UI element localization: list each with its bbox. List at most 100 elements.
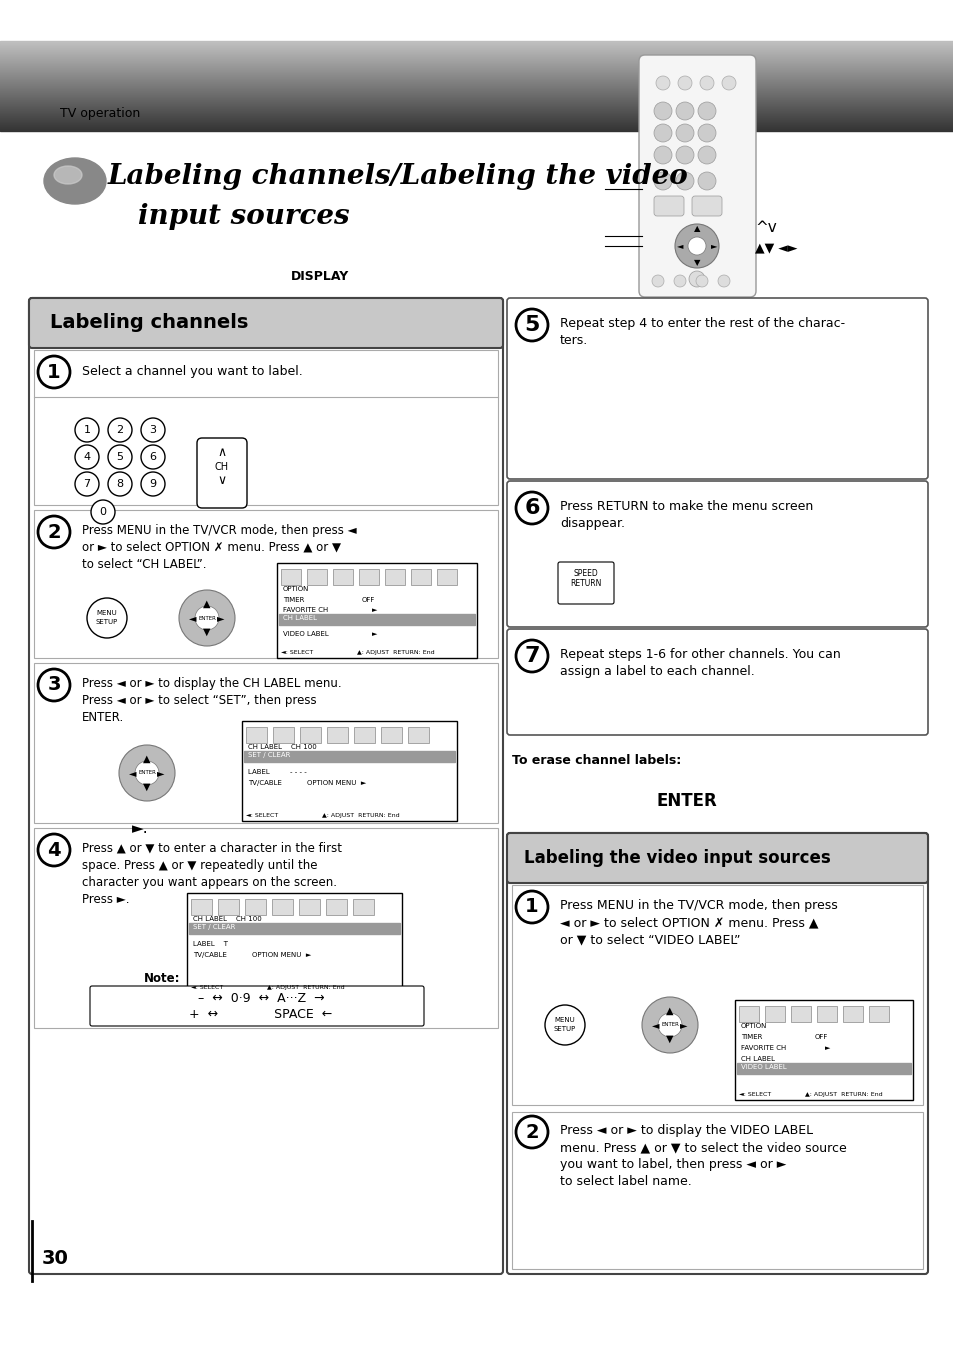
Text: ▲: ADJUST  RETURN: End: ▲: ADJUST RETURN: End: [356, 650, 435, 655]
Circle shape: [688, 272, 704, 286]
Circle shape: [108, 444, 132, 469]
Bar: [358, 569, 378, 585]
Text: ◄: SELECT: ◄: SELECT: [246, 813, 278, 817]
Circle shape: [544, 1005, 584, 1046]
Text: 9: 9: [150, 480, 156, 489]
Text: ∨: ∨: [217, 473, 226, 486]
Bar: [764, 1006, 784, 1021]
Ellipse shape: [44, 158, 106, 204]
Bar: [333, 569, 353, 585]
Text: CH: CH: [214, 462, 229, 471]
Text: CH LABEL    CH 100: CH LABEL CH 100: [193, 916, 261, 921]
Circle shape: [119, 744, 174, 801]
Text: ▲: ▲: [693, 224, 700, 234]
Text: 3: 3: [48, 676, 61, 694]
Text: Press ◄ or ► to display the VIDEO LABEL
menu. Press ▲ or ▼ to select the video s: Press ◄ or ► to display the VIDEO LABEL …: [559, 1124, 846, 1188]
Circle shape: [38, 834, 70, 866]
Circle shape: [108, 417, 132, 442]
Text: 2: 2: [525, 1123, 538, 1142]
Text: ▲: ▲: [203, 598, 211, 609]
Circle shape: [654, 146, 671, 163]
Circle shape: [75, 417, 99, 442]
Circle shape: [141, 471, 165, 496]
Text: ▲: ADJUST  RETURN: End: ▲: ADJUST RETURN: End: [267, 985, 344, 990]
Circle shape: [654, 172, 671, 190]
Text: CH LABEL    CH 100: CH LABEL CH 100: [248, 744, 316, 750]
Text: ▲: ▲: [665, 1006, 673, 1016]
Circle shape: [678, 76, 691, 91]
Bar: [436, 569, 456, 585]
Bar: [327, 727, 348, 743]
Circle shape: [75, 444, 99, 469]
Bar: [298, 898, 319, 915]
FancyBboxPatch shape: [506, 834, 927, 1274]
Circle shape: [673, 276, 685, 286]
Circle shape: [676, 172, 693, 190]
Circle shape: [38, 669, 70, 701]
Text: SETUP: SETUP: [554, 1025, 576, 1032]
Circle shape: [698, 124, 716, 142]
Text: Press RETURN to make the menu screen
disappear.: Press RETURN to make the menu screen dis…: [559, 500, 812, 530]
Circle shape: [651, 276, 663, 286]
Bar: [244, 751, 455, 762]
Text: TV/CABLE: TV/CABLE: [248, 780, 281, 786]
Bar: [278, 613, 475, 626]
Bar: [218, 898, 239, 915]
Bar: [739, 1006, 759, 1021]
Bar: [790, 1006, 810, 1021]
Bar: [34, 350, 497, 505]
Text: FAVORITE CH: FAVORITE CH: [283, 607, 328, 613]
FancyBboxPatch shape: [639, 55, 755, 297]
Text: OFF: OFF: [361, 597, 375, 603]
Circle shape: [658, 1013, 681, 1038]
Text: OPTION MENU  ►: OPTION MENU ►: [252, 952, 311, 958]
Circle shape: [718, 276, 729, 286]
Text: –  ↔  0·9  ↔  A···Z  →: – ↔ 0·9 ↔ A···Z →: [190, 992, 324, 1005]
Bar: [187, 893, 401, 993]
FancyBboxPatch shape: [654, 196, 683, 216]
Text: 1: 1: [47, 362, 61, 381]
Bar: [380, 727, 401, 743]
Text: ►.: ►.: [132, 821, 149, 836]
Bar: [281, 569, 301, 585]
FancyBboxPatch shape: [691, 196, 721, 216]
Ellipse shape: [54, 166, 82, 184]
Text: SET / CLEAR: SET / CLEAR: [248, 753, 290, 758]
Text: ►: ►: [710, 242, 717, 250]
Text: SET / CLEAR: SET / CLEAR: [193, 924, 235, 929]
Bar: [273, 727, 294, 743]
Text: Press MENU in the TV/VCR mode, then press ◄
or ► to select OPTION ✗ menu. Press : Press MENU in the TV/VCR mode, then pres…: [82, 524, 356, 571]
Text: Labeling the video input sources: Labeling the video input sources: [523, 848, 830, 867]
Circle shape: [676, 101, 693, 120]
Bar: [242, 721, 456, 821]
Text: 7: 7: [524, 646, 539, 666]
Bar: [408, 727, 429, 743]
Text: ►: ►: [824, 1046, 829, 1051]
Bar: [245, 898, 266, 915]
Circle shape: [516, 492, 547, 524]
Circle shape: [38, 357, 70, 388]
Bar: [34, 828, 497, 1028]
Circle shape: [654, 101, 671, 120]
Text: 1: 1: [84, 426, 91, 435]
Text: Press ▲ or ▼ to enter a character in the first
space. Press ▲ or ▼ repeatedly un: Press ▲ or ▼ to enter a character in the…: [82, 842, 341, 907]
Text: ENTER: ENTER: [660, 1023, 679, 1028]
Text: ►: ►: [372, 631, 377, 638]
Text: 8: 8: [116, 480, 124, 489]
FancyBboxPatch shape: [506, 834, 927, 884]
Bar: [34, 663, 497, 823]
Text: ►: ►: [372, 607, 377, 613]
Bar: [816, 1006, 836, 1021]
Text: ENTER: ENTER: [138, 770, 155, 775]
Bar: [737, 1063, 910, 1074]
Circle shape: [698, 101, 716, 120]
Circle shape: [698, 146, 716, 163]
Circle shape: [516, 892, 547, 923]
Text: Select a channel you want to label.: Select a channel you want to label.: [82, 366, 302, 378]
Text: +  ↔              SPACE  ←: + ↔ SPACE ←: [181, 1008, 333, 1020]
Text: ◄: ◄: [652, 1020, 659, 1029]
Text: LABEL    T: LABEL T: [193, 942, 228, 947]
Text: TIMER: TIMER: [283, 597, 304, 603]
Text: input sources: input sources: [138, 203, 349, 230]
Text: SPEED: SPEED: [573, 570, 598, 578]
